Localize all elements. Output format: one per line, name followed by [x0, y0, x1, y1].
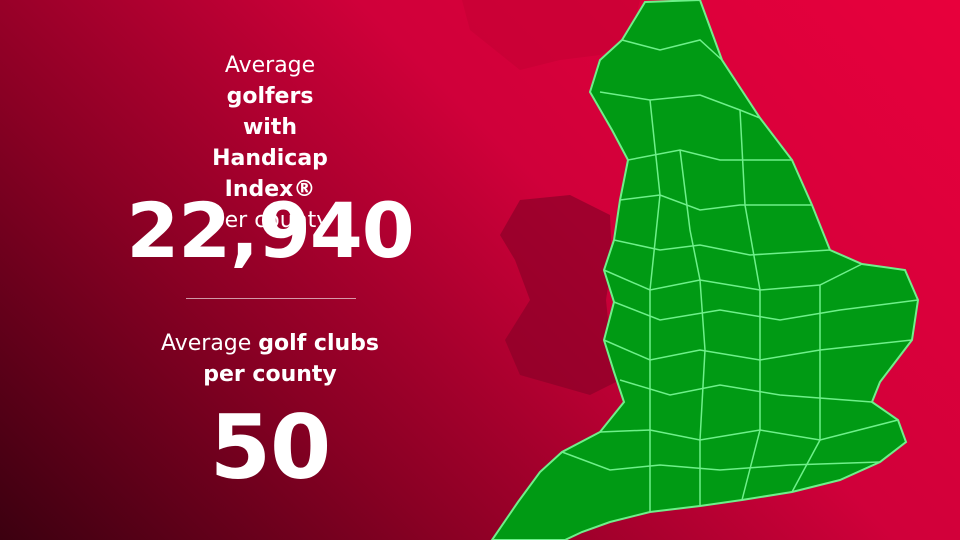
- label-bold: golf clubs per county: [203, 331, 380, 387]
- wales-shape: [500, 195, 620, 395]
- divider: [186, 298, 356, 299]
- label-lead: Average: [160, 331, 259, 356]
- stat-label: Average golf clubs per county: [160, 328, 380, 390]
- england-shape: [490, 0, 920, 540]
- label-tail: per county: [210, 208, 330, 233]
- stat-value: 22,940: [126, 186, 414, 275]
- county-borders: [561, 39, 919, 512]
- stat-label: Average golfers with Handicap Index® per …: [200, 50, 340, 236]
- stat-value: 50: [209, 396, 331, 499]
- label-lead: Average: [224, 53, 316, 78]
- scotland-shape: [462, 0, 640, 70]
- label-bold: golfers with Handicap Index®: [212, 84, 328, 202]
